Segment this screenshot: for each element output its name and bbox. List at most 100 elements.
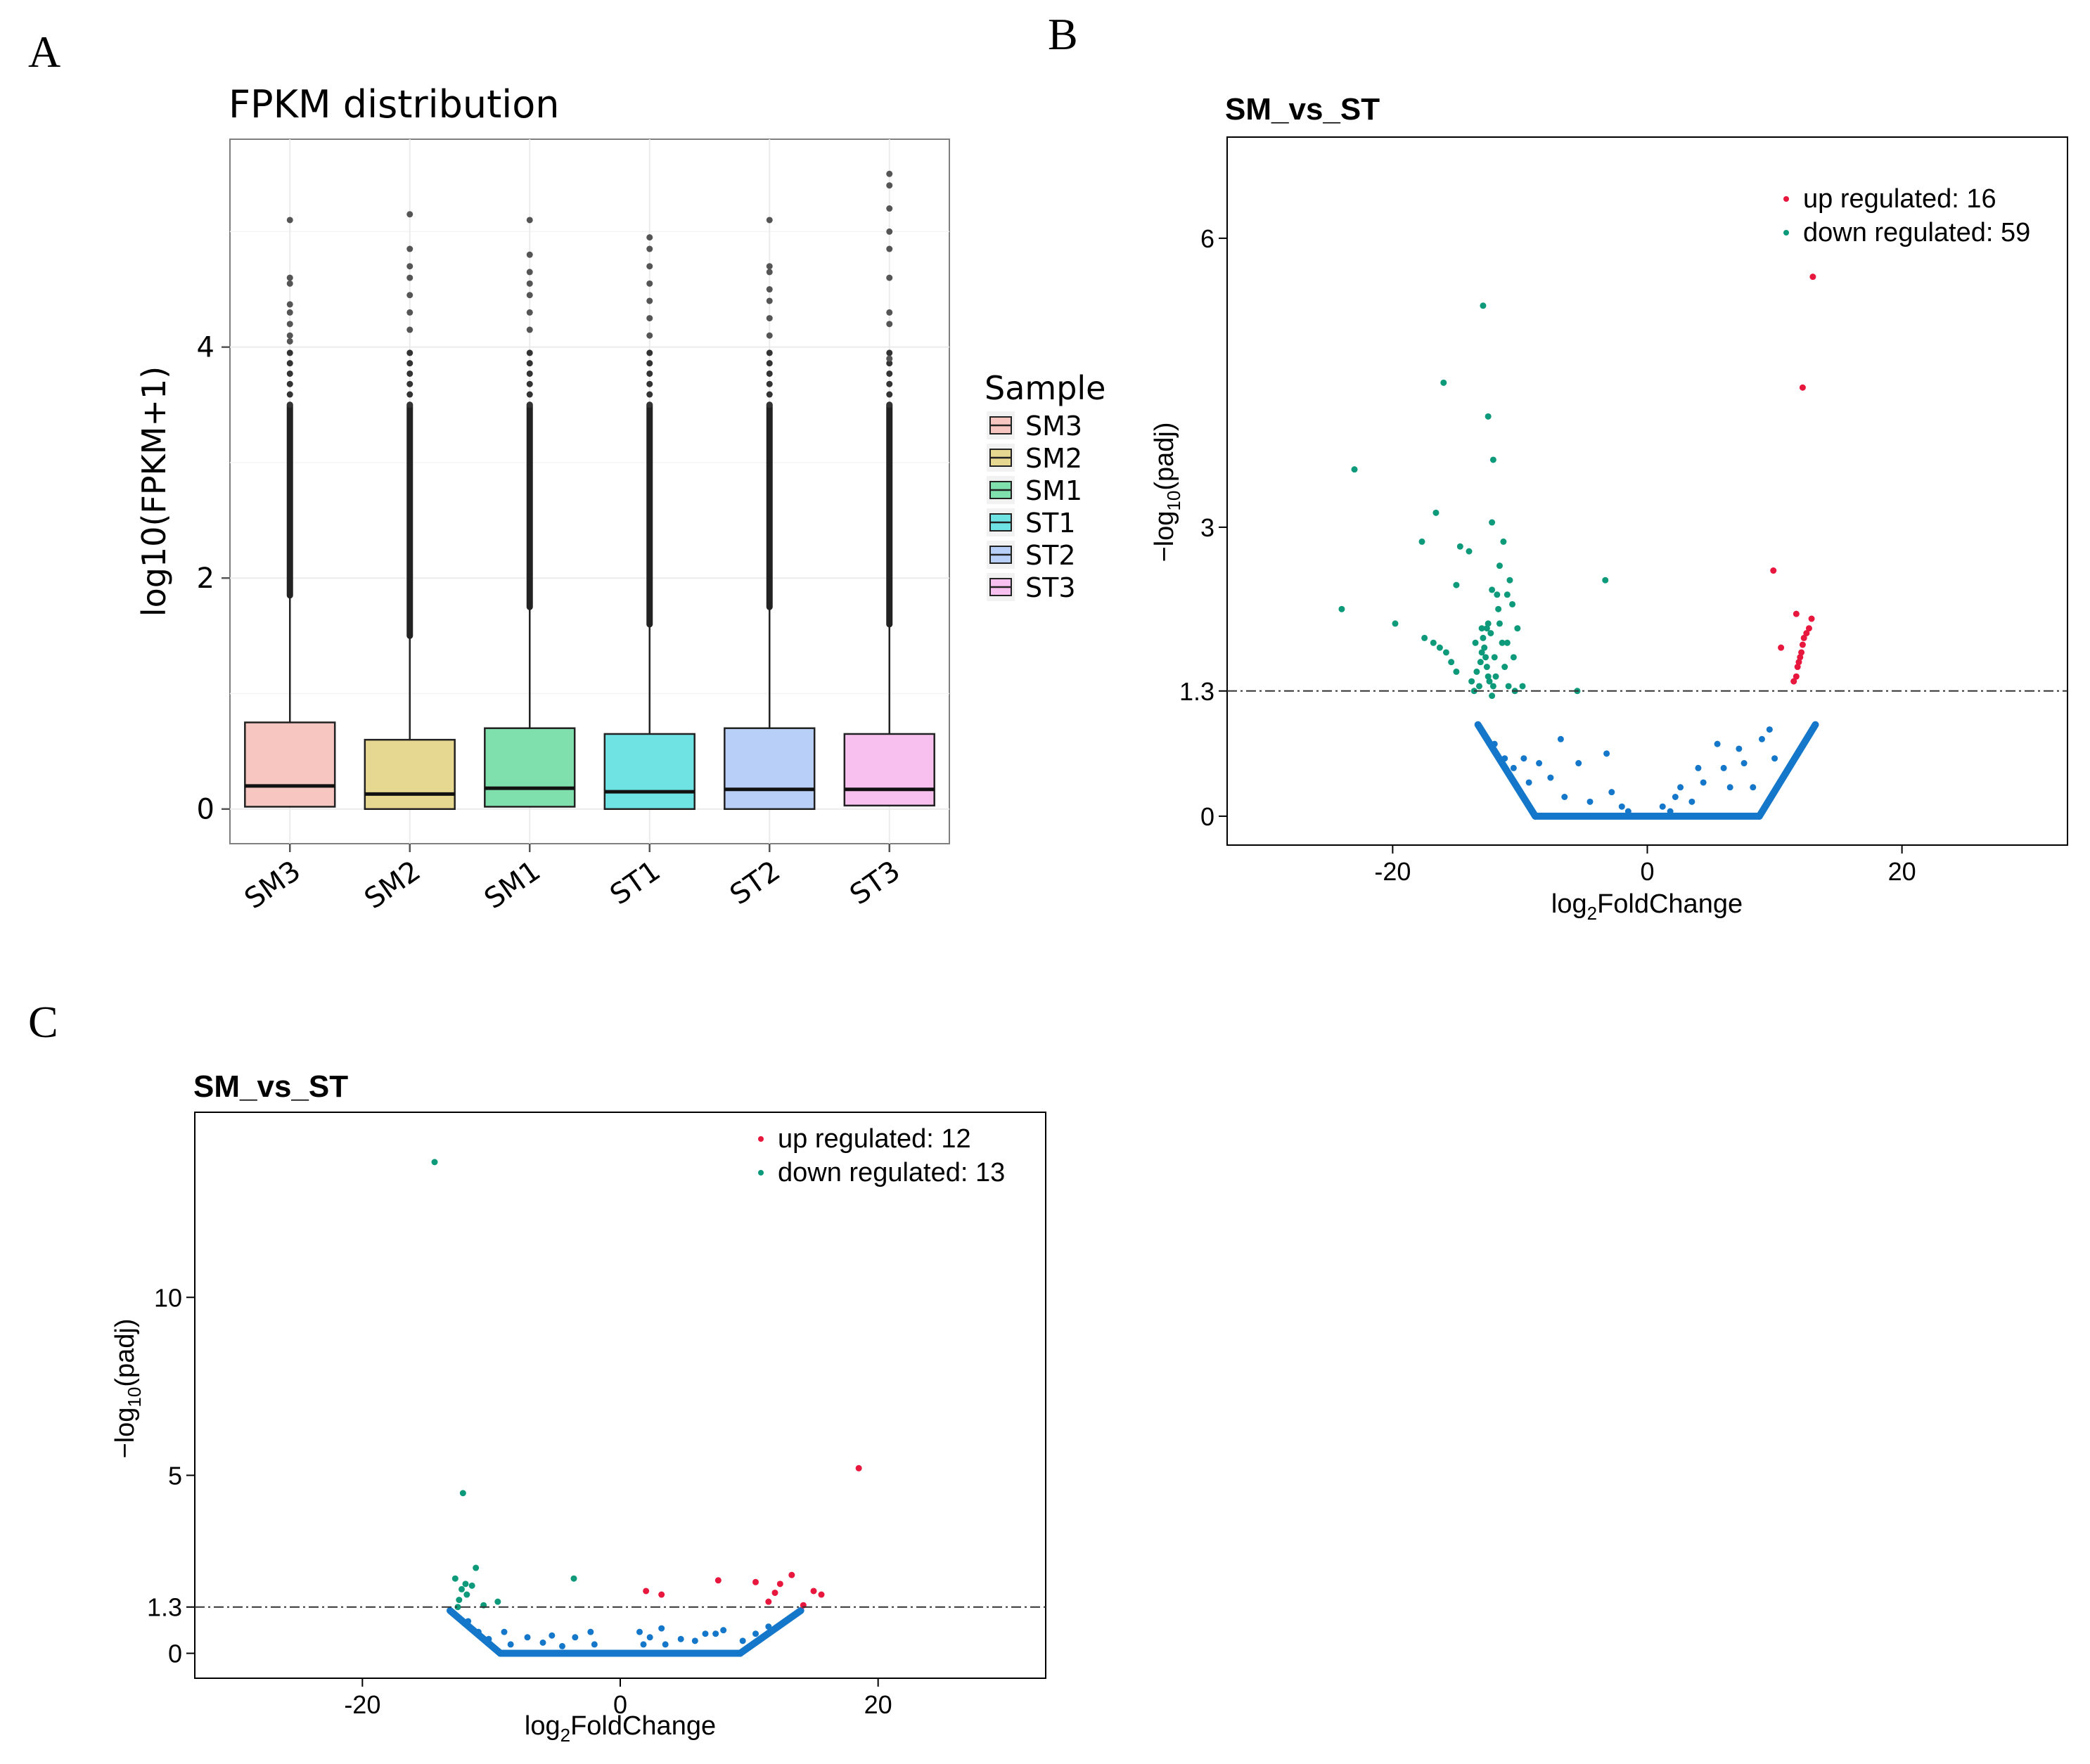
panel-b-down-point <box>1338 605 1345 612</box>
panel-b-down-point <box>1466 548 1473 555</box>
panel-b-down-point <box>1478 649 1485 656</box>
panel-a-outlier-point <box>526 401 533 408</box>
panel-b-x-tick-label-0: -20 <box>1374 857 1411 886</box>
panel-c-up-point <box>752 1578 759 1585</box>
panel-b-ns-point <box>1575 760 1582 767</box>
panel-a-plot-frame <box>229 139 950 844</box>
panel-b-ns-point <box>1624 808 1631 815</box>
panel-a-outlier-point <box>766 380 773 387</box>
panel-a-outlier-point <box>646 245 653 252</box>
panel-a-outlier-point <box>886 245 893 252</box>
panel-b-ns-point <box>1510 764 1517 771</box>
panel-b-ns-point <box>1561 793 1568 800</box>
panel-c-ns-point <box>587 1628 594 1635</box>
panel-a-outlier-max-1 <box>406 211 413 218</box>
panel-b-ns-point <box>1695 764 1702 771</box>
panel-c-ns-point <box>572 1634 579 1641</box>
panel-b-right-edge-points <box>1755 721 1819 820</box>
panel-a-outlier-point <box>286 391 293 398</box>
panel-a-outlier-point <box>886 380 893 387</box>
panel-a-outlier-point <box>766 391 773 398</box>
panel-c-down-point <box>431 1159 438 1166</box>
panel-b-down-point <box>1485 620 1492 627</box>
panel-b-ns-point <box>1536 760 1543 767</box>
panel-a-title: FPKM distribution <box>229 82 560 127</box>
panel-a-x-tick-label-0: SM3 <box>239 855 307 916</box>
panel-b-ns-point <box>1714 740 1721 747</box>
panel-c-up-point <box>810 1588 817 1595</box>
panel-b-down-point <box>1496 562 1503 569</box>
panel-b-up-point <box>1797 654 1804 661</box>
panel-a-outlier-point <box>886 321 893 328</box>
panel-a-legend-label-2: SM1 <box>1025 475 1082 506</box>
panel-b-ns-point <box>1766 726 1773 733</box>
panel-b-ns-point <box>1586 798 1594 805</box>
panel-a-outlier-point <box>406 349 413 356</box>
panel-a-x-tick-label-4: ST2 <box>724 855 786 912</box>
panel-b-ns-point <box>1758 735 1765 742</box>
panel-a-outlier-point <box>886 309 893 316</box>
panel-b-ns-point <box>1501 755 1508 762</box>
panel-b-ns-point <box>1750 784 1757 791</box>
panel-b-down-point <box>1436 644 1443 651</box>
panel-a-x-tick-label-5: ST3 <box>844 855 906 912</box>
panel-b-down-point <box>1440 379 1447 386</box>
panel-b-y-tick-label-2: 3 <box>1200 513 1214 542</box>
panel-c-up-point <box>771 1589 778 1596</box>
panel-b-down-point <box>1501 664 1508 671</box>
panel-a-outlier-point <box>646 401 653 408</box>
panel-b-down-point <box>1486 678 1493 685</box>
panel-b-ns-point <box>1483 735 1490 742</box>
panel-a-outlier-point <box>406 263 413 270</box>
panel-b-ns-point <box>1603 750 1610 757</box>
panel-b-down-point <box>1456 543 1463 550</box>
panel-b-down-point <box>1499 639 1506 646</box>
panel-a-outlier-point <box>646 263 653 270</box>
panel-c-y-label-rest: (padj) <box>110 1319 140 1387</box>
panel-a-outlier-point <box>646 360 653 367</box>
panel-a-outlier-point <box>286 349 293 356</box>
panel-a-outlier-point <box>286 321 293 328</box>
panel-a-outlier-point <box>406 370 413 377</box>
panel-c-ns-point <box>475 1628 482 1635</box>
panel-c-x-tick-label-1: 0 <box>613 1690 627 1719</box>
panel-b-ns-point <box>1491 740 1498 747</box>
panel-a-outlier-point <box>286 360 293 367</box>
panel-c-ns-point <box>591 1641 598 1648</box>
panel-b-y-label-main: −log <box>1150 511 1179 562</box>
panel-letter-c: C <box>28 997 58 1047</box>
panel-a-outlier-point <box>886 360 893 367</box>
panel-b-down-point <box>1514 625 1521 632</box>
panel-b-down-point <box>1510 654 1517 661</box>
panel-a-outlier-point <box>766 315 773 322</box>
panel-b-down-point <box>1602 577 1609 584</box>
panel-a-outlier-point <box>766 360 773 367</box>
panel-a-outlier-max-4 <box>766 217 773 224</box>
panel-c-left-edge-points <box>447 1607 504 1657</box>
panel-c-ns-point <box>712 1630 719 1637</box>
panel-a-outlier-point <box>526 309 533 316</box>
panel-b-x-axis-label: log2FoldChange <box>1551 889 1743 924</box>
panel-b-down-point <box>1489 586 1496 593</box>
panel-a-y-tick-label-2: 4 <box>197 332 214 364</box>
panel-a-legend-label-5: ST3 <box>1025 572 1076 603</box>
panel-c-legend-dot-down <box>758 1170 764 1176</box>
panel-b-down-point <box>1482 654 1489 661</box>
panel-b-down-point <box>1489 683 1496 690</box>
panel-a-y-axis-label: log10(FPKM+1) <box>135 366 173 617</box>
panel-c-ns-point <box>549 1632 556 1639</box>
panel-b-up-point <box>1808 615 1815 622</box>
panel-b-down-point <box>1480 634 1487 641</box>
panel-c-volcano: SM_vs_ST 0 1.3 5 10 -20 0 20 up regulated: 12 d… <box>110 1069 1046 1746</box>
panel-b-down-point <box>1392 620 1399 627</box>
panel-c-ns-point <box>640 1641 647 1648</box>
panel-a-outlier-point <box>286 274 293 281</box>
panel-c-y-tick-label-2: 5 <box>168 1461 182 1490</box>
panel-c-ns-point <box>739 1637 746 1644</box>
panel-c-ns-point <box>765 1623 772 1630</box>
panel-b-down-point <box>1519 683 1526 690</box>
panel-c-ns-point <box>691 1637 698 1644</box>
panel-b-ns-point <box>1659 803 1666 810</box>
panel-c-right-edge-points <box>736 1607 804 1657</box>
